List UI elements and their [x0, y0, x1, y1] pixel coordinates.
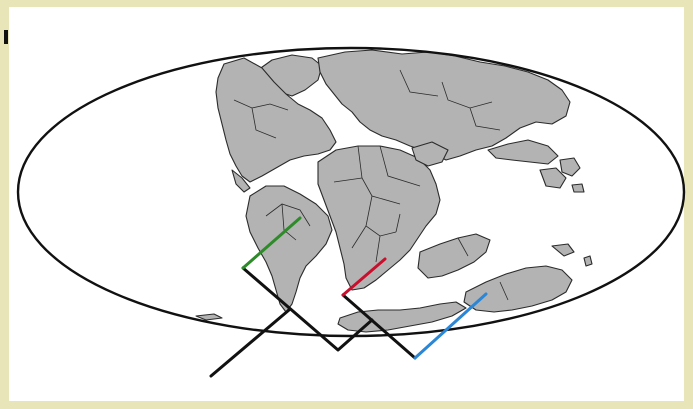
ridge-blue-line	[413, 292, 488, 360]
ridge-black-line-east	[341, 293, 417, 360]
southeast-asia	[487, 139, 559, 165]
small-island-patch	[583, 255, 593, 267]
australia	[463, 265, 573, 313]
africa	[317, 145, 441, 291]
antarctica	[337, 301, 467, 333]
small-island-south	[551, 243, 575, 257]
indochina-island	[539, 167, 567, 189]
ridge-black-line	[209, 308, 291, 378]
small-island-east	[571, 183, 585, 193]
ridge-green-line	[241, 216, 302, 270]
india	[411, 141, 449, 167]
north-america	[215, 57, 337, 183]
ridge-lines	[209, 216, 488, 378]
eurasia	[317, 49, 571, 161]
ridge-black-line-main	[241, 266, 374, 352]
ridge-red-line	[341, 257, 387, 297]
southern-tip-island	[195, 313, 223, 321]
madagascar	[417, 233, 491, 279]
borneo	[559, 157, 581, 177]
projection-outline	[16, 46, 686, 338]
south-america	[245, 185, 333, 313]
central-america	[231, 169, 251, 193]
internal-borders	[233, 69, 509, 301]
edge-marker	[4, 30, 8, 44]
